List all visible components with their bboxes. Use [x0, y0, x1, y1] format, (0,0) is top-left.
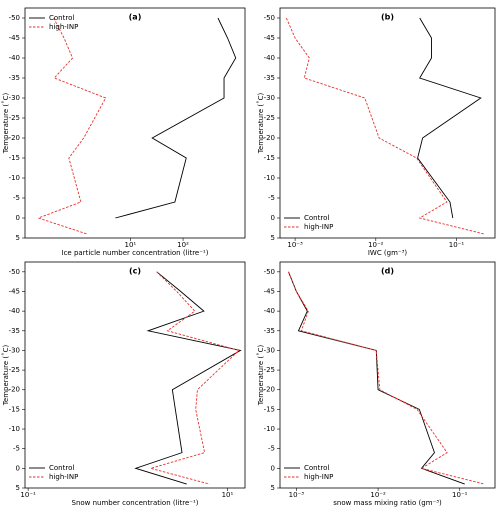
legend-label: Control — [304, 464, 329, 472]
series-line — [134, 271, 242, 485]
y-tick-label: -20 — [9, 386, 20, 394]
legend-label: high-INP — [304, 223, 333, 231]
y-tick-label: -45 — [9, 34, 20, 42]
y-tick-label: -45 — [264, 287, 275, 295]
y-tick-label: -35 — [9, 74, 20, 82]
x-tick-label: 10² — [177, 241, 189, 249]
y-tick-label: -30 — [264, 346, 275, 354]
y-tick-label: -50 — [9, 268, 20, 276]
y-tick-label: -25 — [264, 114, 275, 122]
series-line — [417, 17, 482, 219]
y-tick-label: 0 — [16, 464, 20, 472]
y-tick-label: 5 — [16, 234, 20, 242]
legend-label: high-INP — [49, 473, 78, 481]
y-axis-label: Temperature (˚C) — [2, 345, 10, 407]
y-tick-label: -5 — [268, 194, 275, 202]
y-tick-label: -20 — [264, 134, 275, 142]
y-axis-label: Temperature (˚C) — [257, 93, 265, 155]
y-tick-label: 0 — [271, 464, 275, 472]
series-line — [288, 271, 485, 485]
series-line — [288, 271, 465, 485]
x-tick-label: 10⁻¹ — [449, 241, 465, 249]
x-tick-label: 10⁻³ — [287, 241, 303, 249]
plot-frame — [24, 7, 246, 239]
y-tick-label: -5 — [13, 445, 20, 453]
y-axis-label: Temperature (˚C) — [2, 93, 10, 155]
legend-label: high-INP — [49, 23, 78, 31]
y-tick-label: -10 — [264, 425, 275, 433]
y-tick-label: -35 — [264, 74, 275, 82]
y-tick-label: -5 — [13, 194, 20, 202]
legend-label: high-INP — [304, 473, 333, 481]
y-tick-label: -10 — [264, 174, 275, 182]
x-tick-label: 10¹ — [222, 491, 234, 499]
y-tick-label: 0 — [271, 214, 275, 222]
y-tick-label: -45 — [9, 287, 20, 295]
x-tick-label: 10⁻² — [368, 241, 384, 249]
y-tick-label: -35 — [9, 327, 20, 335]
plot-frame — [279, 7, 496, 239]
x-tick-label: 10⁻¹ — [20, 491, 36, 499]
y-tick-label: -30 — [264, 94, 275, 102]
panel-title: (a) — [129, 13, 142, 22]
y-tick-label: -10 — [9, 425, 20, 433]
y-tick-label: -40 — [9, 307, 20, 315]
y-tick-label: -25 — [9, 114, 20, 122]
y-tick-label: 5 — [271, 484, 275, 492]
y-tick-label: -30 — [9, 94, 20, 102]
y-tick-label: 0 — [16, 214, 20, 222]
series-line — [285, 17, 485, 235]
y-tick-label: 5 — [16, 484, 20, 492]
legend-label: Control — [304, 214, 329, 222]
x-axis-label: Snow number concentration (litre⁻¹) — [72, 499, 199, 507]
legend-label: Control — [49, 14, 74, 22]
series-line — [149, 271, 240, 485]
panel-title: (c) — [129, 267, 141, 276]
y-tick-label: -50 — [264, 14, 275, 22]
y-tick-label: -30 — [9, 346, 20, 354]
y-tick-label: -50 — [9, 14, 20, 22]
y-tick-label: -40 — [264, 307, 275, 315]
y-tick-label: 5 — [271, 234, 275, 242]
y-tick-label: -15 — [9, 405, 20, 413]
y-tick-label: -45 — [264, 34, 275, 42]
y-tick-label: -20 — [9, 134, 20, 142]
y-tick-label: -25 — [9, 366, 20, 374]
x-tick-label: 10¹ — [125, 241, 137, 249]
series-line — [37, 17, 107, 235]
x-tick-label: 10⁻² — [370, 491, 386, 499]
series-line — [115, 17, 237, 219]
y-tick-label: -40 — [264, 54, 275, 62]
plot-frame — [279, 261, 496, 489]
y-tick-label: -35 — [264, 327, 275, 335]
y-tick-label: -15 — [264, 405, 275, 413]
plot-frame — [24, 261, 246, 489]
x-tick-label: 10⁻¹ — [452, 491, 468, 499]
y-tick-label: -20 — [264, 386, 275, 394]
x-axis-label: IWC (gm⁻³) — [368, 249, 408, 257]
y-tick-label: -5 — [268, 445, 275, 453]
y-tick-label: -25 — [264, 366, 275, 374]
y-axis-label: Temperature (˚C) — [257, 345, 265, 407]
y-tick-label: -40 — [9, 54, 20, 62]
y-tick-label: -50 — [264, 268, 275, 276]
x-tick-label: 10⁻³ — [289, 491, 305, 499]
x-axis-label: Ice particle number concentration (litre… — [62, 249, 209, 257]
y-tick-label: -10 — [9, 174, 20, 182]
y-tick-label: -15 — [9, 154, 20, 162]
panel-title: (b) — [381, 13, 394, 22]
y-tick-label: -15 — [264, 154, 275, 162]
x-axis-label: snow mass mixing ratio (gm⁻³) — [333, 499, 442, 507]
panel-title: (d) — [381, 267, 394, 276]
legend-label: Control — [49, 464, 74, 472]
